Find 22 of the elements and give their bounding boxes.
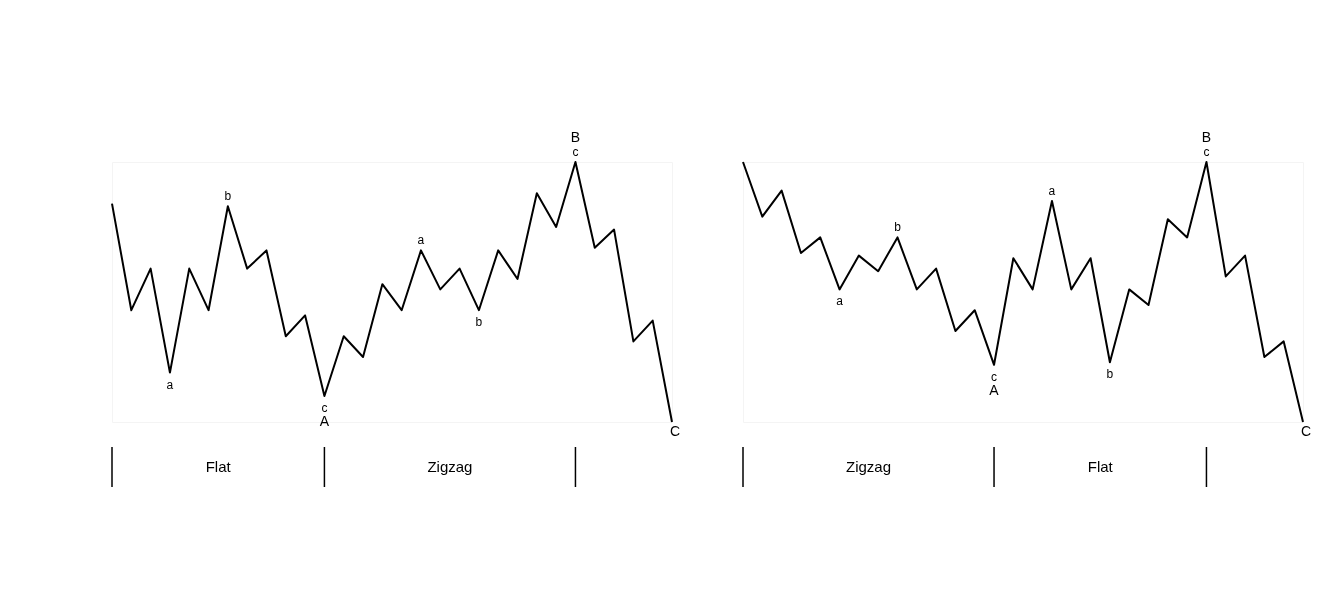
annotation: a — [417, 233, 425, 248]
annotation: c — [991, 369, 998, 384]
annotation: c — [572, 145, 579, 159]
annotation: b — [894, 220, 902, 235]
annotation: a — [836, 294, 844, 309]
annotation: C — [669, 423, 681, 439]
annotation: a — [166, 377, 174, 392]
annotation: B — [570, 129, 581, 145]
annotation: a — [1048, 184, 1056, 198]
text: Zigzag — [427, 458, 473, 475]
annotation: A — [989, 381, 1000, 398]
annotation: b — [224, 189, 232, 204]
annotation: B — [1201, 129, 1212, 145]
text: Flat — [205, 458, 232, 475]
text: Flat — [1087, 458, 1114, 475]
annotation: A — [319, 413, 330, 429]
annotation: c — [1203, 145, 1210, 159]
annotation: b — [475, 315, 483, 330]
annotation: b — [1106, 367, 1114, 382]
text: Zigzag — [846, 458, 892, 475]
annotation: c — [321, 401, 328, 415]
annotation: C — [1300, 423, 1312, 439]
